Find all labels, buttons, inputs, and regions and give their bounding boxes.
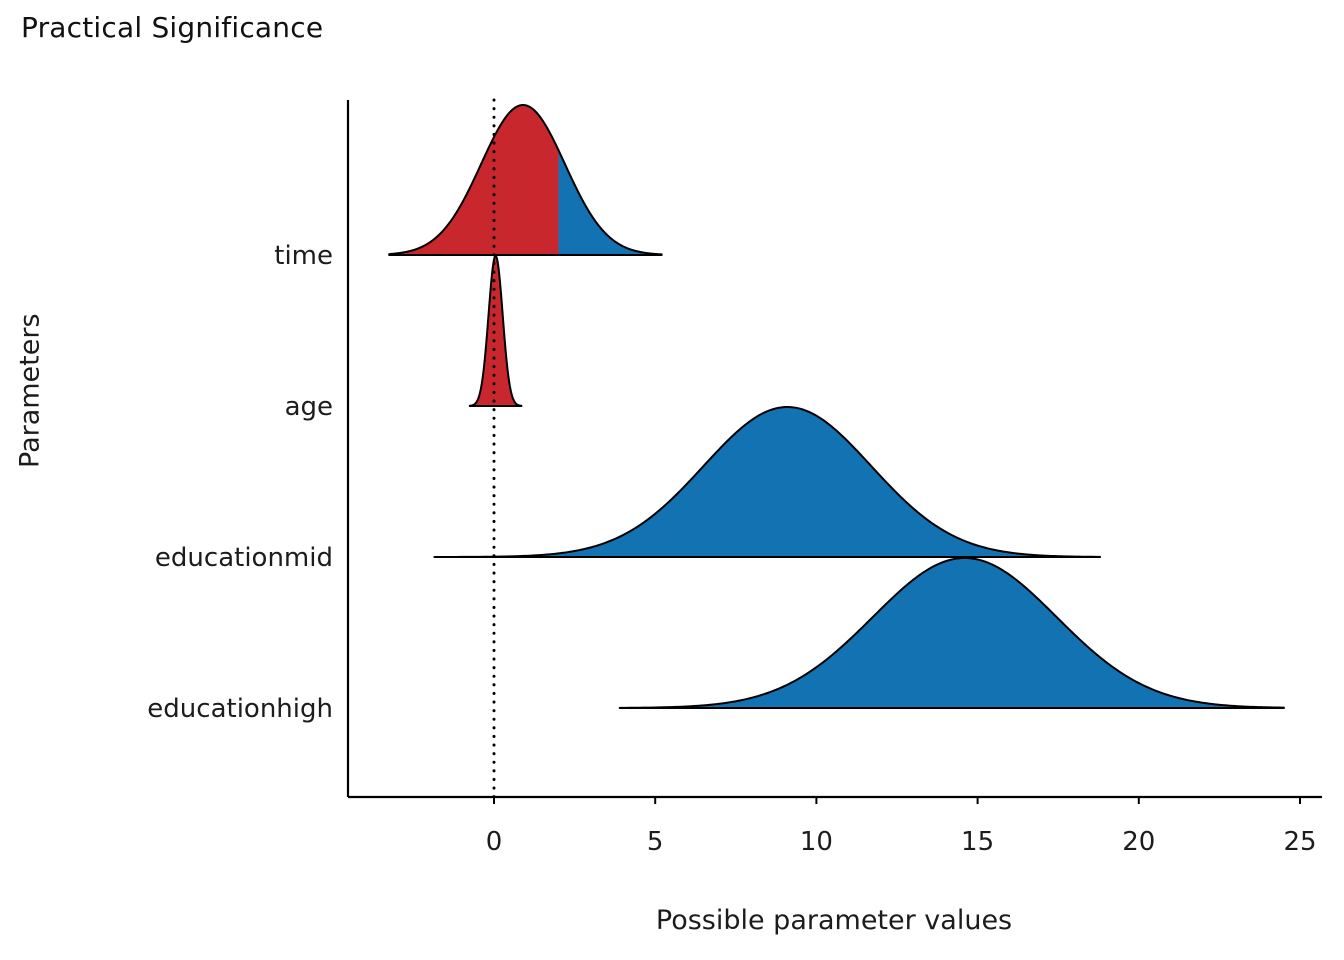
density-outline-educationmid bbox=[433, 406, 1102, 558]
x-tick-label: 10 bbox=[800, 827, 833, 857]
y-category-label-educationhigh: educationhigh bbox=[147, 694, 333, 724]
y-axis-label: Parameters bbox=[14, 313, 46, 468]
x-axis-label: Possible parameter values bbox=[655, 905, 1013, 936]
density-fill-educationmid bbox=[434, 407, 1101, 557]
y-category-label-age: age bbox=[285, 392, 333, 422]
density-fill-time bbox=[558, 150, 662, 255]
x-tick-label: 15 bbox=[961, 827, 994, 857]
x-tick-label: 0 bbox=[486, 827, 503, 857]
density-outline-time bbox=[388, 104, 663, 256]
density-outline-educationhigh bbox=[618, 557, 1285, 709]
x-tick-label: 20 bbox=[1122, 827, 1155, 857]
x-tick-label: 5 bbox=[647, 827, 664, 857]
x-tick-label: 25 bbox=[1283, 827, 1316, 857]
density-fill-educationhigh bbox=[619, 558, 1284, 708]
y-category-label-time: time bbox=[274, 241, 333, 271]
density-fill-age bbox=[469, 256, 522, 406]
y-category-label-educationmid: educationmid bbox=[155, 543, 333, 573]
density-outline-age bbox=[468, 255, 523, 407]
chart-title: Practical Significance bbox=[21, 11, 324, 44]
